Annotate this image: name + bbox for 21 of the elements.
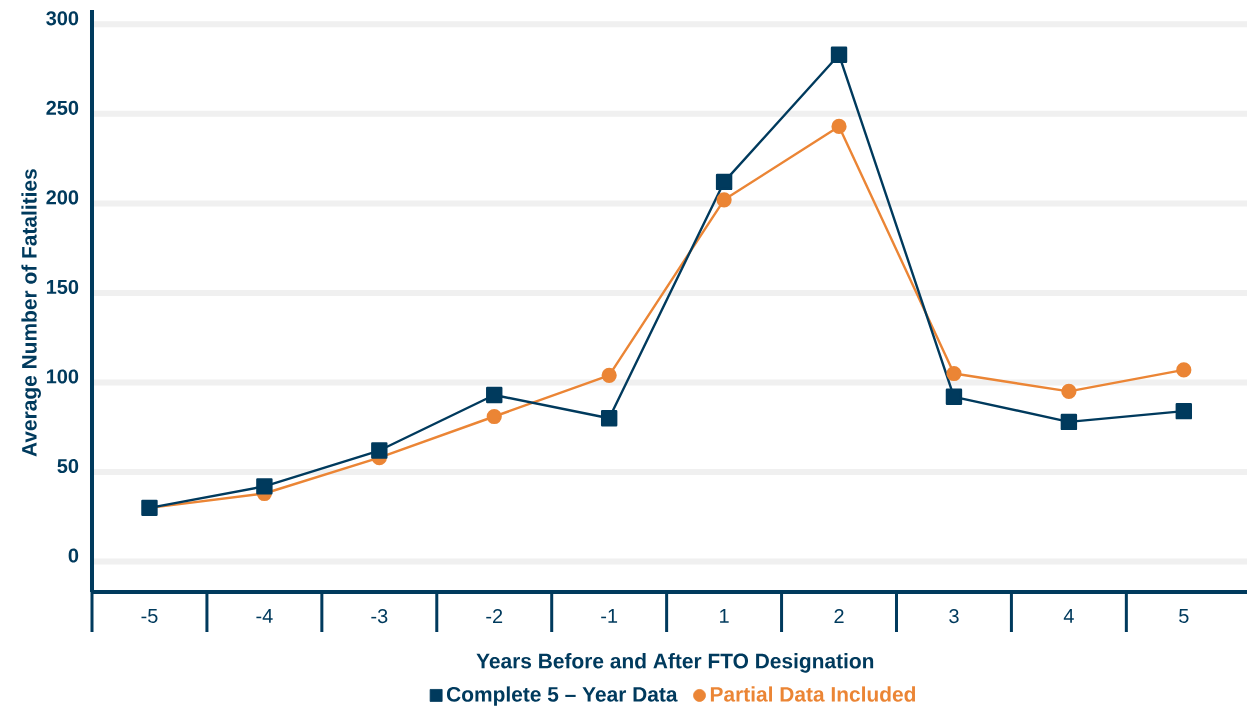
x-tick-label: 3 [949, 609, 959, 624]
y-tick-label: 300 [46, 11, 79, 26]
y-tick-label: 100 [46, 369, 79, 384]
legend-label: Partial Data Included [710, 686, 916, 702]
y-tick-label: 200 [46, 190, 79, 205]
legend-label: Complete 5 – Year Data [446, 686, 678, 706]
x-tick-label: 1 [720, 609, 729, 623]
y-tick-label: 150 [46, 279, 79, 294]
y-tick-label: 250 [46, 100, 79, 115]
x-tick-label: 2 [834, 609, 844, 623]
x-tick-label: 5 [1179, 609, 1189, 623]
y-tick-label: 50 [57, 458, 79, 474]
y-axis-title: Average Number of Fatalities [21, 169, 41, 457]
y-tick-label: 0 [68, 548, 79, 563]
x-tick-label: -5 [141, 609, 158, 623]
x-tick-label: -2 [486, 609, 503, 623]
x-tick-label: -3 [371, 609, 388, 624]
x-tick-label: -4 [256, 609, 273, 623]
x-axis-title: Years Before and After FTO Designation [476, 653, 874, 673]
x-tick-label: -1 [601, 609, 618, 623]
x-tick-label: 4 [1063, 609, 1074, 623]
